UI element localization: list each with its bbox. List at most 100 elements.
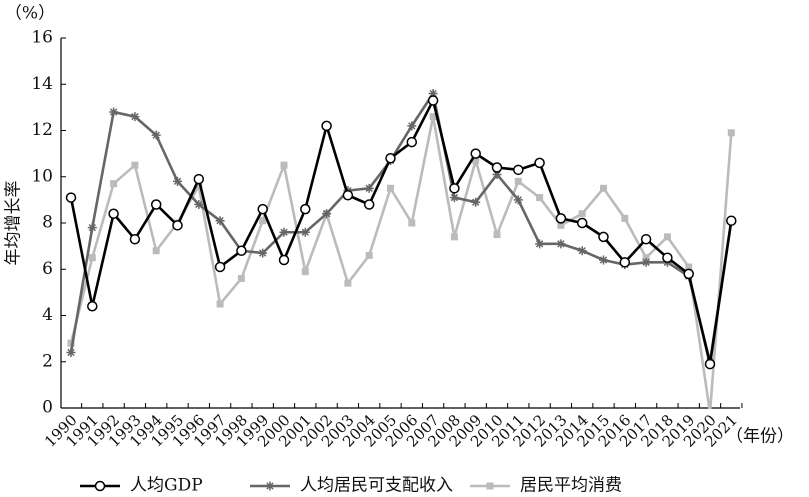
- point: [110, 180, 118, 188]
- y-tick-label: 6: [42, 259, 53, 279]
- point: [67, 339, 75, 347]
- point: [450, 233, 458, 241]
- point: [486, 482, 494, 490]
- point: [704, 358, 716, 370]
- point: [152, 247, 160, 255]
- point: [94, 480, 106, 492]
- y-tick-label: 4: [42, 305, 53, 325]
- y-tick-label: 10: [31, 166, 53, 186]
- point: [257, 203, 268, 215]
- point: [88, 254, 96, 262]
- point: [619, 257, 631, 268]
- point: [727, 129, 735, 137]
- point: [365, 251, 373, 259]
- point: [130, 112, 140, 122]
- point: [642, 254, 650, 262]
- point: [215, 216, 225, 226]
- point: [150, 199, 162, 210]
- y-tick-label: 12: [31, 120, 53, 140]
- point: [151, 130, 161, 140]
- point: [364, 183, 374, 193]
- plot-area: [65, 89, 737, 409]
- point: [663, 233, 671, 241]
- point: [278, 254, 290, 266]
- point: [472, 157, 480, 165]
- point: [300, 203, 311, 215]
- point: [301, 268, 309, 276]
- point: [493, 231, 501, 239]
- point: [427, 95, 439, 106]
- point: [598, 231, 609, 243]
- point: [321, 120, 332, 132]
- point: [280, 161, 288, 169]
- point: [599, 255, 608, 265]
- point: [449, 193, 459, 203]
- point: [534, 157, 545, 169]
- point: [407, 121, 417, 131]
- point: [556, 239, 566, 249]
- point: [237, 275, 245, 282]
- point: [259, 217, 267, 225]
- point: [387, 184, 394, 192]
- y-tick-label: 8: [42, 213, 53, 233]
- point: [513, 164, 524, 176]
- y-tick-label: 14: [31, 74, 53, 94]
- point: [428, 89, 438, 98]
- point: [65, 192, 77, 203]
- point: [194, 200, 204, 209]
- point: [535, 239, 545, 249]
- series-line: [69, 96, 733, 365]
- point: [621, 214, 629, 222]
- point: [640, 233, 652, 245]
- point: [342, 190, 354, 201]
- point: [87, 301, 98, 312]
- point: [66, 348, 76, 357]
- point: [514, 177, 522, 185]
- point: [685, 263, 693, 271]
- point: [87, 223, 97, 233]
- series-line: [69, 90, 733, 363]
- point: [131, 161, 139, 169]
- point: [265, 481, 275, 491]
- point: [406, 136, 418, 148]
- y-tick-label: 16: [31, 28, 53, 48]
- point: [258, 248, 268, 258]
- point: [536, 194, 544, 202]
- point: [214, 261, 226, 273]
- point: [408, 219, 416, 227]
- legend-label: 人均GDP: [130, 476, 203, 496]
- y-axis-label: 年均增长率: [4, 181, 24, 266]
- point: [600, 184, 607, 192]
- point: [662, 252, 673, 263]
- point: [641, 257, 651, 267]
- point: [236, 245, 247, 256]
- point: [129, 233, 141, 245]
- point: [471, 197, 481, 207]
- point: [492, 169, 502, 179]
- point: [173, 176, 182, 186]
- point: [300, 227, 310, 237]
- point: [216, 300, 224, 308]
- x-unit: （年份）: [726, 427, 794, 447]
- point: [726, 215, 737, 226]
- point: [557, 221, 565, 229]
- point: [683, 268, 694, 280]
- y-tick-label: 2: [42, 351, 53, 371]
- point: [172, 220, 183, 231]
- point: [195, 182, 203, 190]
- point: [363, 199, 375, 210]
- point: [576, 217, 588, 229]
- point: [491, 162, 503, 173]
- point: [385, 153, 396, 164]
- point: [109, 107, 119, 117]
- point: [429, 113, 437, 121]
- point: [193, 173, 205, 185]
- point: [279, 227, 289, 237]
- legend-label: 居民平均消费: [520, 476, 622, 496]
- point: [470, 148, 481, 159]
- point: [108, 208, 119, 219]
- legend-label: 人均居民可支配收入: [300, 476, 453, 496]
- point: [449, 183, 460, 194]
- point: [322, 209, 332, 219]
